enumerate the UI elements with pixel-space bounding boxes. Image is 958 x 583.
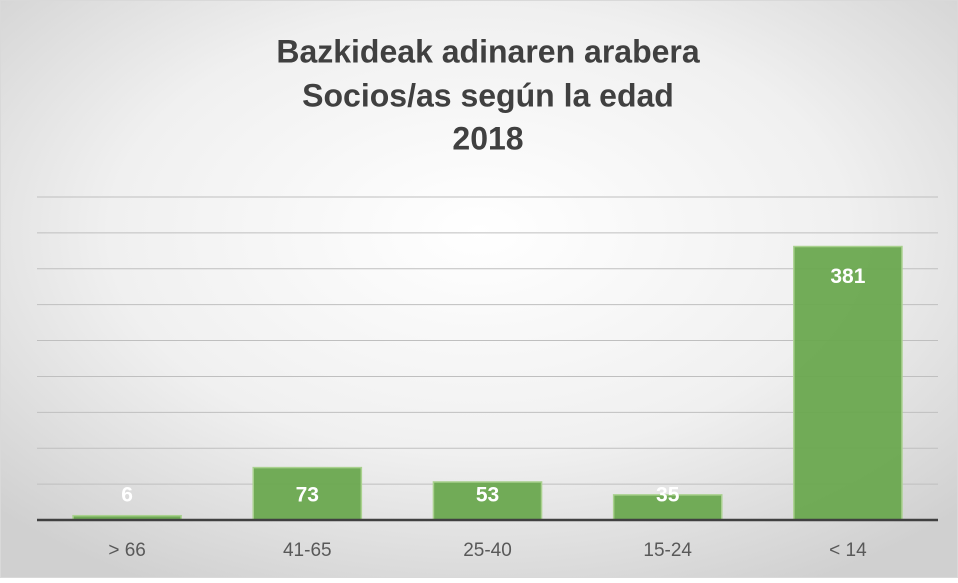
x-tick-label: 25-40 bbox=[463, 540, 512, 561]
x-tick-label: > 66 bbox=[108, 540, 146, 561]
x-tick-label: 41-65 bbox=[283, 540, 332, 561]
chart-title: 2018 bbox=[452, 120, 523, 156]
data-label: 6 bbox=[121, 484, 133, 507]
chart-title: Socios/as según la edad bbox=[302, 77, 674, 113]
bar bbox=[793, 245, 903, 521]
data-label: 381 bbox=[830, 265, 865, 288]
x-tick-label: 15-24 bbox=[643, 540, 692, 561]
data-label: 35 bbox=[656, 484, 680, 507]
data-label: 53 bbox=[476, 484, 499, 507]
chart-title: Bazkideak adinaren arabera bbox=[276, 33, 700, 69]
x-tick-label: < 14 bbox=[829, 540, 867, 561]
data-label: 73 bbox=[296, 484, 319, 507]
